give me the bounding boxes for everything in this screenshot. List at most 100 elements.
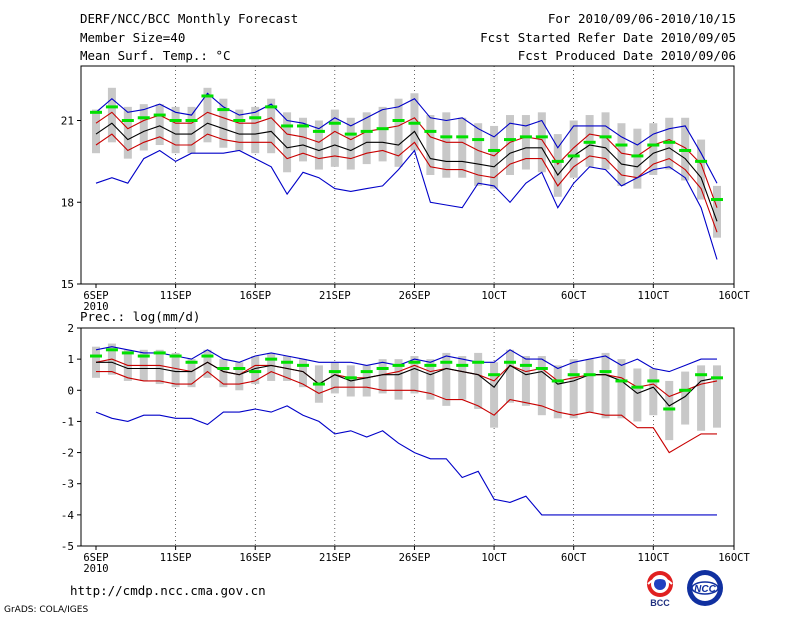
temp-spread-box bbox=[330, 109, 339, 167]
forecast-period: For 2010/09/06-2010/10/15 bbox=[547, 11, 736, 26]
prec-std-lower-line bbox=[96, 370, 717, 454]
prec-y-tick-label: -3 bbox=[61, 478, 74, 491]
prec-spread-box bbox=[681, 371, 690, 425]
prec-spread-box bbox=[267, 352, 276, 381]
prec-spread-box bbox=[458, 356, 467, 400]
temp-spread-box bbox=[346, 117, 355, 170]
temp-spread-box bbox=[187, 106, 196, 154]
temp-spread-box bbox=[283, 112, 292, 173]
temp-std-upper-line bbox=[95, 111, 718, 208]
temp-x-tick-label: 1OCT bbox=[481, 290, 507, 302]
temp-spread-box bbox=[235, 109, 244, 151]
temp-x-tick-label: 11OCT bbox=[638, 290, 670, 302]
temp-spread-box bbox=[506, 115, 514, 175]
prec-spread-box bbox=[155, 349, 164, 385]
temp-x-tick-label: 16SEP bbox=[239, 290, 271, 302]
temp-spread-box bbox=[92, 109, 100, 154]
prec-spread-box bbox=[410, 356, 419, 394]
temp-spread-box bbox=[569, 120, 578, 178]
prec-x-tick-label: 26SEP bbox=[399, 552, 431, 564]
temp-spread-box bbox=[171, 106, 180, 154]
chart-title: DERF/NCC/BCC Monthly Forecast bbox=[80, 11, 299, 26]
temp-x-tick-label: 11SEP bbox=[160, 290, 192, 302]
ncc-logo-text: NCC bbox=[694, 584, 716, 595]
temp-spread-box bbox=[426, 115, 435, 175]
temp-spread-box bbox=[521, 115, 530, 170]
prec-mean-line bbox=[96, 361, 718, 407]
temp-x-tick-label: 16OCT bbox=[718, 290, 750, 302]
temp-x-tick-label: 6OCT bbox=[561, 290, 587, 302]
prec-spread-box bbox=[617, 359, 626, 419]
temp-spread-box bbox=[139, 104, 148, 151]
prec-spread-box bbox=[219, 359, 228, 388]
prec-spread-box bbox=[490, 362, 499, 428]
prec-y-tick-label: 2 bbox=[67, 322, 74, 335]
prec-spread-box bbox=[187, 359, 196, 388]
prec-spread-box bbox=[649, 368, 658, 416]
temp-spread-box bbox=[601, 112, 610, 170]
temp-min-line bbox=[95, 149, 718, 260]
temp-y-tick-label: 18 bbox=[61, 196, 74, 209]
prec-spread-box bbox=[713, 365, 721, 428]
prec-spread-box bbox=[569, 359, 578, 419]
prec-spread-box bbox=[553, 365, 562, 419]
prec-spread-box bbox=[203, 349, 212, 378]
temp-mean-line bbox=[95, 122, 718, 222]
prec-spread-box bbox=[474, 352, 483, 409]
temp-spread-box bbox=[617, 123, 626, 186]
prec-x-tick-label: 11OCT bbox=[638, 552, 670, 564]
prec-min-line bbox=[95, 405, 717, 516]
prec-max-line bbox=[95, 346, 717, 373]
temp-x-tick-label: 26SEP bbox=[399, 290, 431, 302]
prec-spread-box bbox=[251, 356, 260, 385]
temp-spread-box bbox=[155, 104, 164, 146]
variable-label: Mean Surf. Temp.: °C bbox=[80, 48, 231, 63]
prec-x-tick-label: 11SEP bbox=[160, 552, 192, 564]
prec-spread-box bbox=[697, 365, 706, 431]
temp-x-year-label: 2010 bbox=[83, 301, 108, 313]
prec-spread-box bbox=[235, 362, 244, 391]
temp-spread-box bbox=[267, 98, 276, 154]
temp-spread-box bbox=[490, 125, 499, 189]
temp-y-tick-label: 21 bbox=[61, 115, 74, 128]
prec-x-year-label: 2010 bbox=[83, 563, 108, 575]
prec-spread-box bbox=[537, 356, 546, 416]
prec-spread-box bbox=[426, 359, 435, 400]
temp-spread-box bbox=[314, 120, 323, 170]
prec-spread-box bbox=[394, 359, 403, 400]
temp-spread-box bbox=[553, 134, 562, 197]
temp-std-lower-line bbox=[95, 133, 718, 233]
bcc-logo-text: BCC bbox=[650, 598, 670, 608]
prec-spread-box bbox=[521, 356, 530, 406]
member-size: Member Size=40 bbox=[80, 30, 186, 45]
prec-spread-box bbox=[633, 368, 642, 422]
temp-spread-box bbox=[474, 123, 483, 186]
prec-spread-box bbox=[378, 359, 387, 394]
prec-spread-box bbox=[585, 359, 594, 413]
temp-spread-box bbox=[458, 117, 467, 178]
produced-date: Fcst Produced Date 2010/09/06 bbox=[517, 48, 736, 63]
source-url[interactable]: http://cmdp.ncc.cma.gov.cn bbox=[70, 583, 266, 598]
prec-y-tick-label: -4 bbox=[61, 509, 75, 522]
prec-plot-frame bbox=[80, 327, 735, 547]
temp-spread-box bbox=[378, 106, 387, 162]
temp-spread-box bbox=[442, 112, 451, 178]
prec-y-tick-label: -1 bbox=[61, 415, 74, 428]
prec-y-tick-label: 1 bbox=[67, 353, 74, 366]
temp-x-tick-label: 6SEP bbox=[83, 290, 108, 302]
temp-plot-frame bbox=[80, 65, 735, 285]
prec-y-tick-label: -5 bbox=[61, 540, 74, 553]
prec-spread-box bbox=[362, 365, 371, 397]
temp-x-tick-label: 21SEP bbox=[319, 290, 351, 302]
temp-spread-box bbox=[107, 87, 116, 143]
prec-x-tick-label: 6SEP bbox=[83, 552, 108, 564]
prec-spread-box bbox=[171, 352, 180, 388]
ncc-logo: NCC bbox=[687, 570, 723, 606]
temp-spread-box bbox=[203, 87, 212, 143]
prec-spread-box bbox=[665, 380, 674, 441]
prec-spread-box bbox=[442, 352, 451, 406]
temp-spread-box bbox=[633, 128, 642, 189]
prec-x-tick-label: 6OCT bbox=[561, 552, 587, 564]
grads-credit: GrADS: COLA/IGES bbox=[4, 605, 89, 615]
